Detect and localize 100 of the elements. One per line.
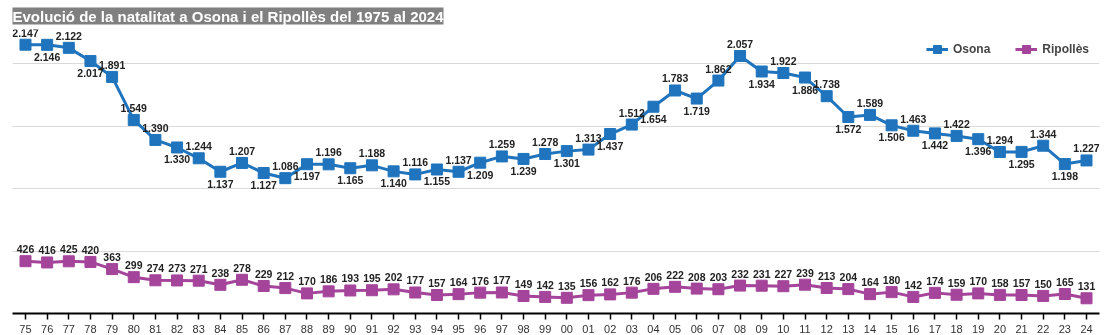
- point: [885, 286, 898, 299]
- point: [604, 288, 617, 301]
- point: [149, 274, 162, 287]
- point: [149, 133, 162, 146]
- point: [41, 256, 54, 269]
- x-tick-label: 07: [712, 322, 725, 335]
- data-label: 162: [601, 276, 620, 289]
- point: [1015, 289, 1028, 302]
- point: [625, 286, 638, 299]
- point: [582, 289, 595, 302]
- data-label: 1.344: [1030, 127, 1057, 140]
- data-label: 193: [341, 272, 360, 285]
- data-label: 2.146: [34, 50, 61, 63]
- data-label: 131: [1077, 280, 1096, 293]
- data-label: 202: [384, 271, 403, 284]
- x-tick-label: 89: [322, 322, 335, 335]
- data-label: 299: [125, 259, 143, 272]
- data-label: 142: [904, 278, 923, 291]
- data-label: 164: [449, 276, 468, 289]
- data-label: 176: [471, 274, 490, 287]
- x-tick-label: 02: [604, 322, 617, 335]
- data-label: 1.295: [1008, 157, 1035, 170]
- point: [192, 274, 205, 287]
- data-label: 142: [536, 278, 555, 291]
- x-tick-label: 96: [474, 322, 487, 335]
- point: [604, 128, 617, 141]
- point: [972, 287, 985, 300]
- x-tick-label: 97: [495, 322, 508, 335]
- point: [539, 148, 552, 161]
- point: [300, 287, 313, 300]
- point: [387, 283, 400, 296]
- point: [344, 284, 357, 297]
- data-label: 170: [298, 275, 316, 288]
- x-tick-label: 08: [733, 322, 747, 335]
- data-label: 204: [839, 271, 858, 284]
- point: [734, 50, 747, 63]
- x-tick-label: 23: [1058, 322, 1071, 335]
- point: [495, 286, 508, 299]
- point: [192, 152, 205, 165]
- x-tick-label: 06: [690, 322, 703, 335]
- data-label: 1.227: [1073, 142, 1100, 155]
- data-label: 195: [363, 272, 381, 285]
- point: [777, 280, 790, 293]
- data-label: 1.196: [315, 146, 342, 159]
- data-label: 1.140: [380, 177, 407, 190]
- x-tick-label: 20: [993, 322, 1007, 335]
- data-label: 1.783: [661, 72, 689, 85]
- point: [127, 271, 140, 284]
- data-label: 232: [731, 267, 749, 280]
- point: [842, 111, 855, 124]
- point: [842, 283, 855, 296]
- data-label: 208: [687, 270, 706, 283]
- point: [647, 100, 660, 113]
- data-label: 157: [1012, 277, 1031, 290]
- x-tick-label: 91: [365, 322, 379, 335]
- x-tick-label: 83: [192, 322, 205, 335]
- x-tick-label: 99: [539, 322, 552, 335]
- point: [863, 108, 876, 121]
- point: [669, 280, 682, 293]
- x-tick-label: 75: [19, 322, 32, 335]
- x-tick-label: 92: [387, 322, 400, 335]
- point: [863, 288, 876, 301]
- data-label: 1.278: [532, 136, 559, 149]
- point: [972, 133, 985, 146]
- data-label: 177: [406, 274, 425, 287]
- data-label: 420: [81, 243, 100, 256]
- x-tick-label: 03: [625, 322, 638, 335]
- point: [19, 255, 32, 268]
- x-tick-label: 85: [235, 322, 249, 335]
- data-label: 1.294: [986, 134, 1014, 146]
- point: [625, 118, 638, 131]
- data-label: 1.301: [553, 157, 581, 170]
- point: [993, 146, 1006, 158]
- point: [820, 281, 833, 294]
- data-label: 164: [861, 276, 879, 289]
- point: [539, 290, 552, 303]
- point: [279, 282, 292, 295]
- point: [84, 255, 97, 268]
- data-label: 1.188: [358, 147, 386, 160]
- point: [690, 282, 703, 295]
- data-label: 149: [514, 278, 533, 291]
- data-label: 165: [1056, 276, 1074, 289]
- chart-title: Evolució de la natalitat a Osona i el Ripollès del 1975 al 2024: [12, 7, 445, 25]
- data-label: 1.934: [748, 77, 776, 90]
- point: [928, 286, 941, 299]
- x-tick-label: 88: [300, 322, 314, 335]
- data-label: 1.390: [142, 121, 169, 134]
- point: [344, 162, 357, 175]
- data-label: 238: [211, 266, 230, 279]
- point: [279, 172, 292, 185]
- point: [647, 282, 660, 295]
- x-tick-label: 82: [170, 322, 184, 335]
- data-label: 1.197: [293, 170, 321, 183]
- x-tick-label: 12: [820, 322, 833, 335]
- data-label: 416: [38, 244, 57, 257]
- data-label: 2.057: [726, 38, 754, 51]
- x-tick-label: 00: [560, 322, 573, 335]
- data-label: 186: [319, 273, 338, 286]
- x-tick-label: 05: [668, 322, 682, 335]
- x-tick-label: 87: [279, 322, 292, 335]
